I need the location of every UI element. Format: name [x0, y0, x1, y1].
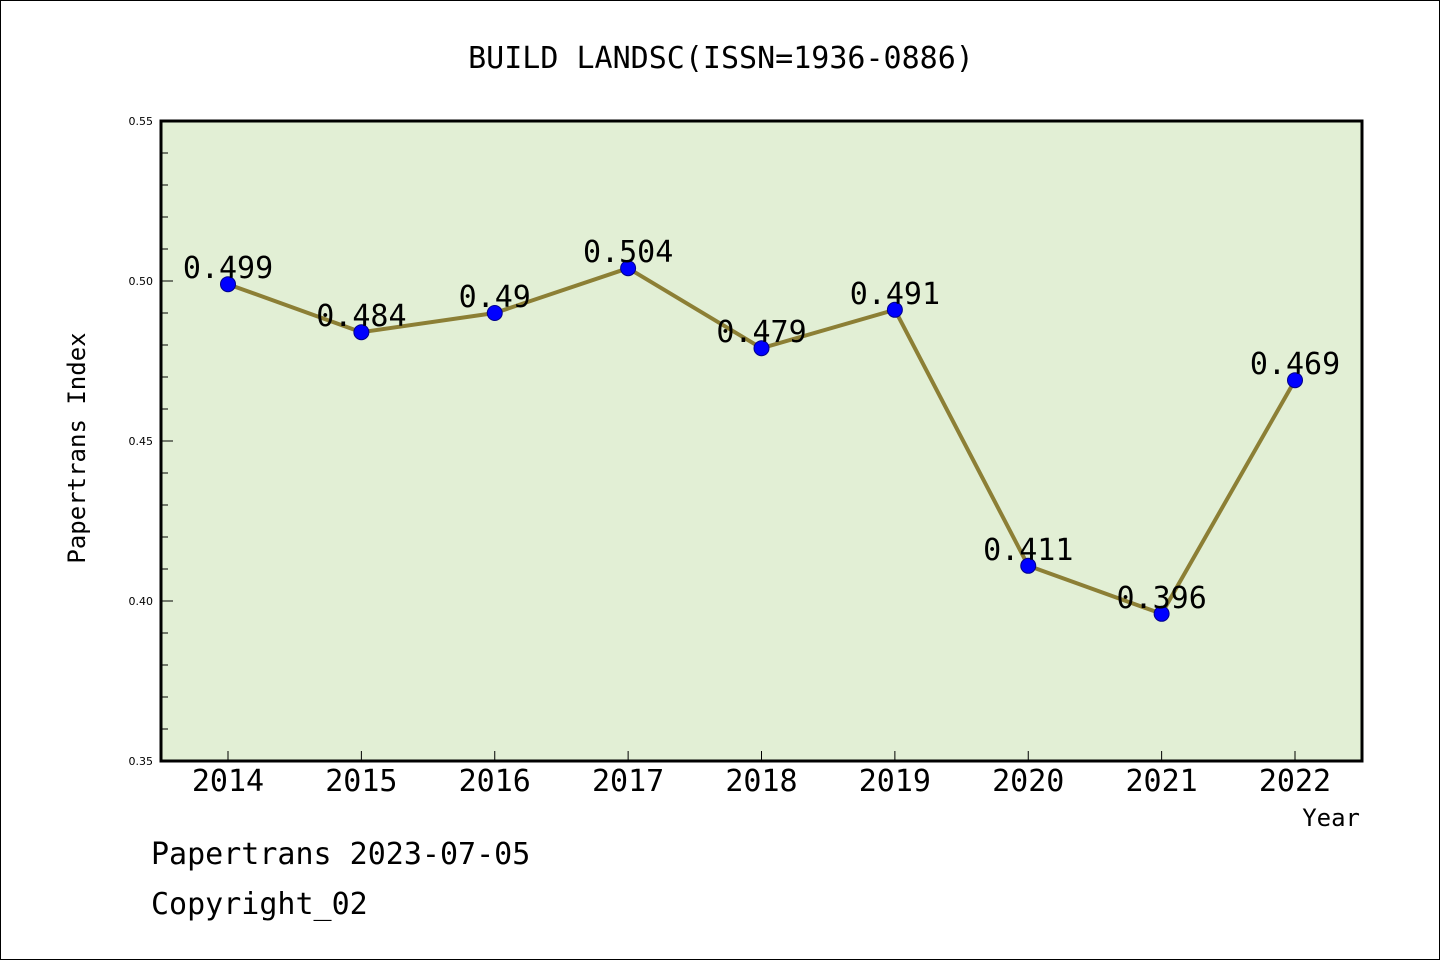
data-point	[753, 340, 770, 357]
data-label: 0.499	[183, 251, 273, 286]
chart-title: BUILD LANDSC(ISSN=1936-0886)	[468, 41, 974, 76]
y-axis: 0.35 0.40 0.45 0.50 0.55	[129, 115, 173, 768]
y-axis-label: Papertrans Index	[63, 332, 91, 563]
y-tick-label: 0.45	[129, 435, 154, 448]
y-tick-label: 0.35	[129, 755, 154, 768]
data-point	[1287, 372, 1303, 389]
data-labels: 0.499 0.484 0.49 0.504 0.479 0.491 0.411 0.396 0…	[183, 235, 1340, 616]
data-point	[620, 260, 637, 277]
x-tick-label: 2022	[1259, 764, 1331, 799]
y-tick-label: 0.40	[129, 595, 154, 608]
x-tick-label: 2019	[859, 764, 931, 799]
series-markers	[220, 260, 1303, 622]
footer-date: Papertrans 2023-07-05	[151, 837, 530, 872]
data-label: 0.469	[1250, 347, 1340, 382]
x-axis: 2014 2015 2016 2017 2018 2019 2020 2021 2022	[192, 751, 1331, 799]
data-label: 0.491	[850, 277, 940, 312]
x-tick-label: 2018	[725, 764, 797, 799]
x-tick-label: 2021	[1126, 764, 1198, 799]
plot-area	[159, 119, 1364, 763]
data-label: 0.396	[1116, 581, 1206, 616]
data-point	[486, 305, 503, 321]
data-point	[353, 324, 370, 341]
data-label: 0.504	[583, 235, 673, 270]
x-tick-label: 2016	[459, 764, 531, 799]
y-tick-label: 0.50	[129, 275, 154, 288]
data-label: 0.479	[716, 315, 806, 350]
data-point	[1020, 557, 1037, 574]
y-tick-label: 0.55	[129, 115, 154, 128]
data-point	[1153, 605, 1170, 622]
x-axis-label: Year	[1302, 804, 1360, 832]
data-label: 0.411	[983, 533, 1073, 568]
x-tick-label: 2020	[992, 764, 1064, 799]
data-point	[220, 276, 236, 293]
data-label: 0.49	[459, 280, 531, 315]
data-label: 0.484	[316, 299, 406, 334]
x-tick-label: 2014	[192, 764, 264, 799]
data-point	[886, 301, 903, 318]
x-tick-label: 2015	[325, 764, 397, 799]
footer-copyright: Copyright_02	[151, 887, 368, 922]
x-tick-label: 2017	[592, 764, 664, 799]
